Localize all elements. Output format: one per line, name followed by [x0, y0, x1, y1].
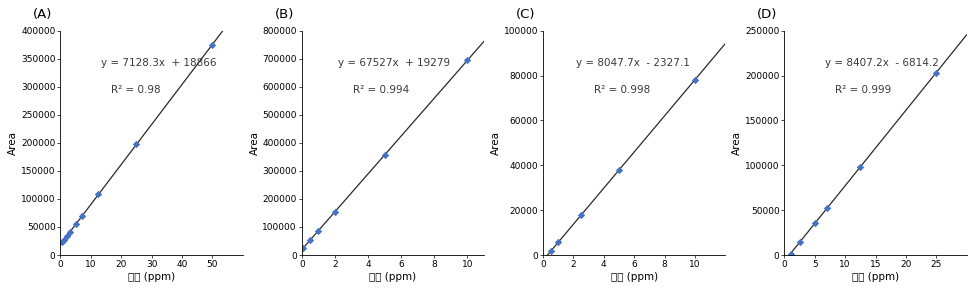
- Point: [852, 164, 868, 169]
- Text: R² = 0.998: R² = 0.998: [594, 84, 650, 95]
- Point: [74, 214, 90, 219]
- Point: [573, 213, 589, 218]
- Text: R² = 0.999: R² = 0.999: [836, 84, 892, 95]
- Point: [687, 77, 703, 82]
- Point: [376, 153, 392, 157]
- Point: [792, 240, 807, 244]
- Point: [551, 240, 566, 244]
- X-axis label: 농도 (ppm): 농도 (ppm): [852, 272, 899, 282]
- Point: [56, 238, 71, 243]
- Point: [295, 245, 311, 250]
- Y-axis label: Area: Area: [491, 131, 501, 155]
- Text: (C): (C): [516, 8, 535, 21]
- Y-axis label: Area: Area: [9, 131, 19, 155]
- Point: [205, 42, 220, 47]
- Point: [807, 221, 823, 226]
- Point: [68, 222, 84, 227]
- Text: y = 67527x  + 19279: y = 67527x + 19279: [338, 58, 450, 68]
- Point: [58, 234, 74, 239]
- Point: [302, 238, 318, 242]
- Point: [459, 58, 475, 63]
- Point: [61, 230, 77, 235]
- Text: (D): (D): [758, 8, 777, 21]
- Point: [928, 70, 944, 75]
- Point: [91, 192, 106, 197]
- X-axis label: 농도 (ppm): 농도 (ppm): [370, 272, 416, 282]
- Point: [55, 240, 70, 245]
- Text: (B): (B): [274, 8, 293, 21]
- Y-axis label: Area: Area: [250, 131, 259, 155]
- Point: [819, 206, 835, 211]
- Point: [611, 168, 627, 172]
- Point: [311, 228, 327, 233]
- Text: y = 8407.2x  - 6814.2: y = 8407.2x - 6814.2: [825, 58, 938, 68]
- Y-axis label: Area: Area: [732, 131, 742, 155]
- Point: [543, 249, 559, 253]
- Text: R² = 0.994: R² = 0.994: [353, 84, 410, 95]
- Text: y = 7128.3x  + 18866: y = 7128.3x + 18866: [100, 58, 216, 68]
- Point: [129, 142, 144, 147]
- Text: y = 8047.7x  - 2327.1: y = 8047.7x - 2327.1: [576, 58, 689, 68]
- Text: R² = 0.98: R² = 0.98: [111, 84, 161, 95]
- Text: (A): (A): [33, 8, 53, 21]
- X-axis label: 농도 (ppm): 농도 (ppm): [610, 272, 658, 282]
- Point: [328, 209, 343, 214]
- Point: [783, 251, 799, 256]
- X-axis label: 농도 (ppm): 농도 (ppm): [128, 272, 176, 282]
